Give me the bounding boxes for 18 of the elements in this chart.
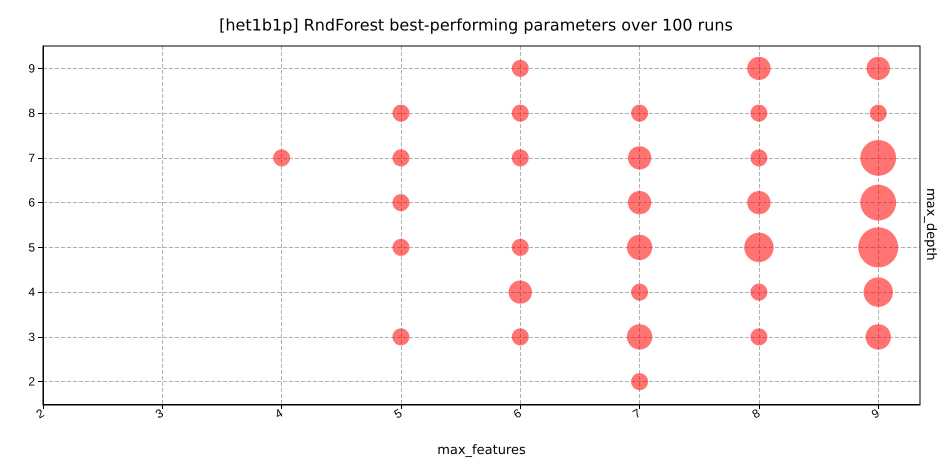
x-tick-label: 4 <box>272 406 286 422</box>
x-tick-label: 8 <box>750 406 763 422</box>
x-axis-title: max_features <box>437 443 526 458</box>
x-tick-label: 3 <box>153 406 166 422</box>
y-tick-label: 3 <box>28 330 36 344</box>
y-tick-label: 5 <box>28 240 36 254</box>
y-tick-label: 9 <box>28 61 36 76</box>
x-tick-label: 6 <box>511 406 524 422</box>
y-tick-label: 4 <box>28 285 36 300</box>
x-tick-label: 7 <box>630 406 644 422</box>
x-tick-label: 9 <box>868 406 882 422</box>
chart-title: [het1b1p] RndForest best-performing parameters over 100 runs <box>219 16 733 34</box>
y-tick-label: 8 <box>28 106 36 120</box>
y-axis-title: max_depth <box>923 188 938 261</box>
y-tick-label: 7 <box>28 150 36 165</box>
x-tick-label: 5 <box>392 406 405 422</box>
y-tick-label: 6 <box>28 196 36 210</box>
y-tick-label: 2 <box>28 374 36 389</box>
